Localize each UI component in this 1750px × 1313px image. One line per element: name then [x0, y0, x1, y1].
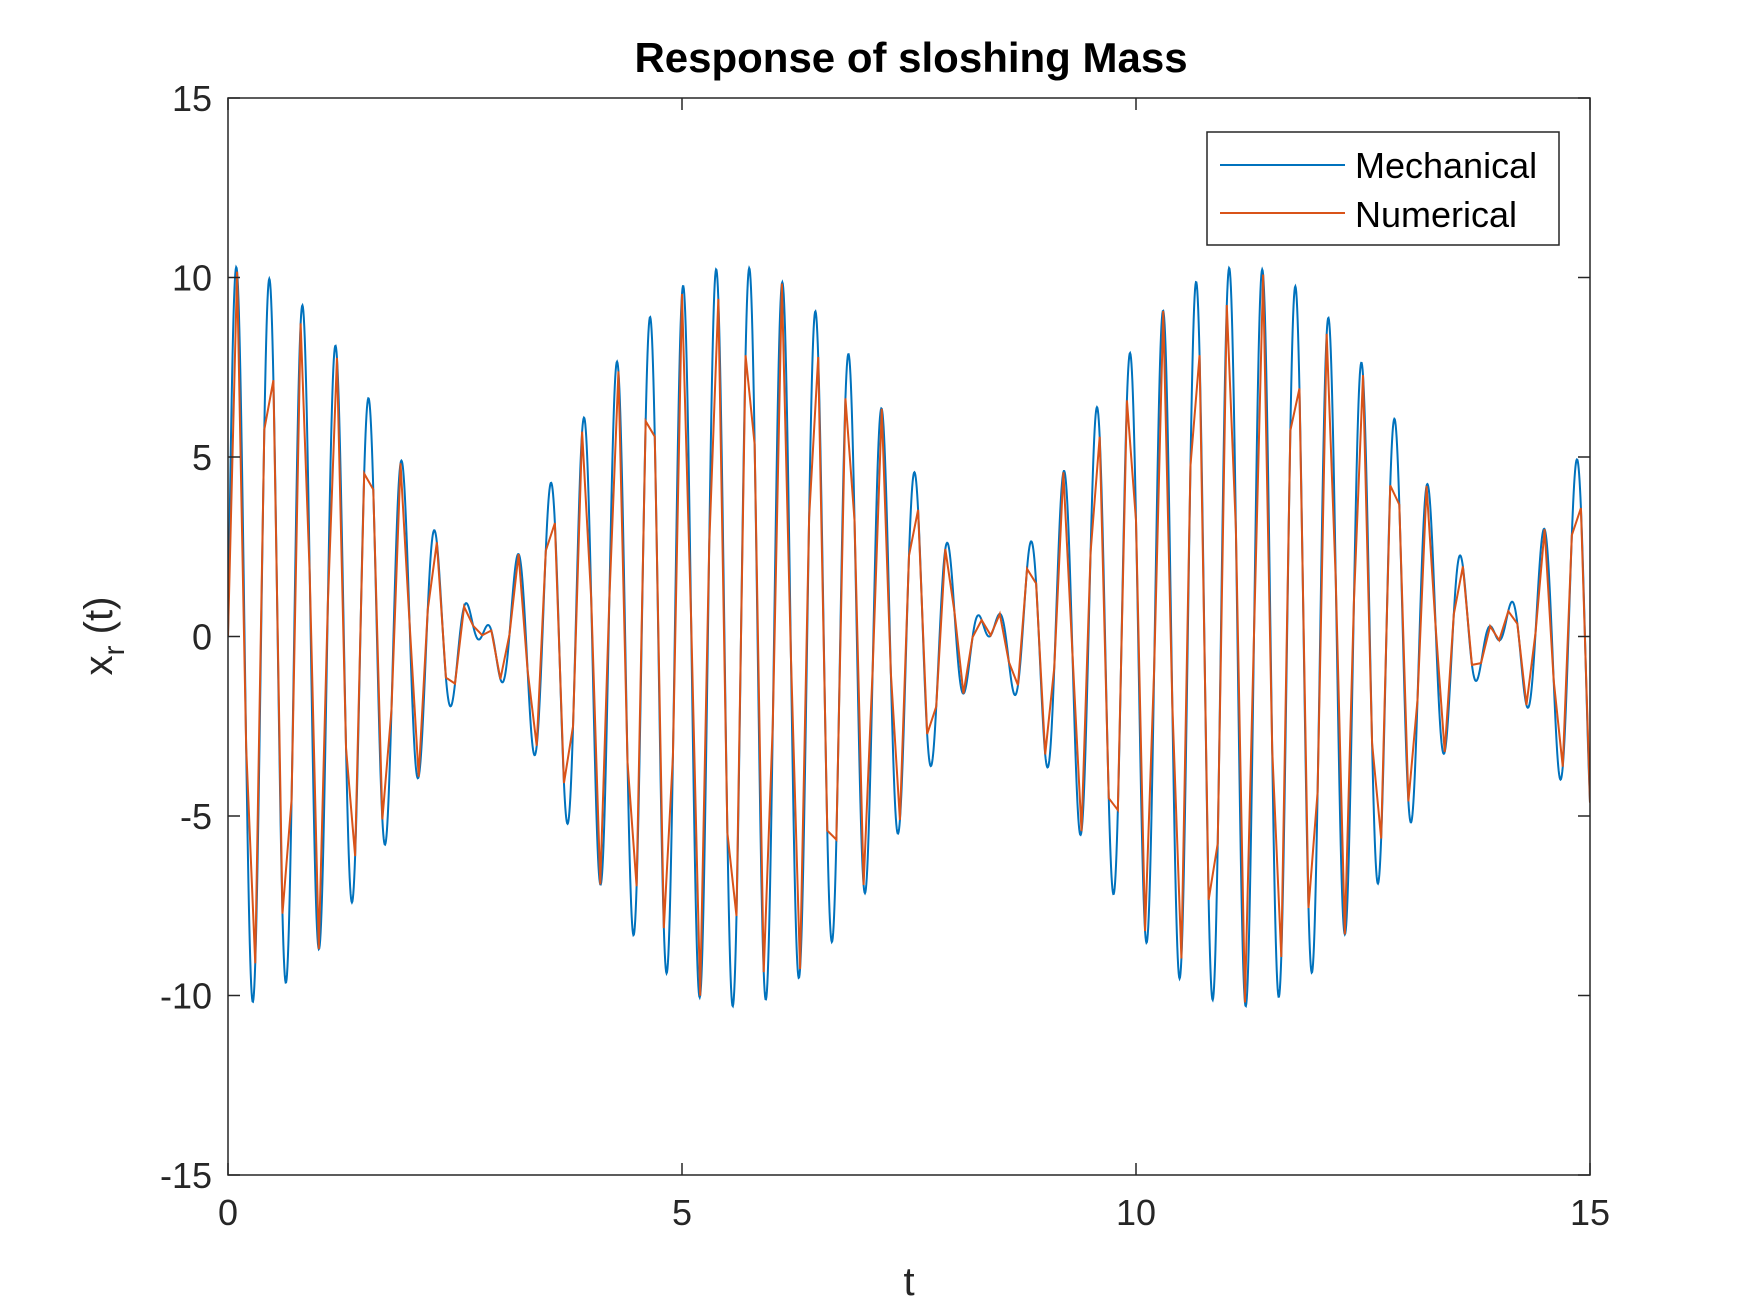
x-tick-label: 15: [1570, 1192, 1610, 1233]
y-tick-label: 0: [192, 617, 212, 658]
y-axis-label-subscript: r: [98, 645, 131, 655]
y-axis-label: xr (t): [77, 597, 131, 676]
x-tick-label: 5: [672, 1192, 692, 1233]
x-tick-label: 0: [218, 1192, 238, 1233]
legend: Mechanical Numerical: [1206, 131, 1560, 246]
y-tick-label: 15: [172, 78, 212, 119]
legend-label-mechanical: Mechanical: [1355, 145, 1537, 186]
chart-title: Response of sloshing Mass: [634, 34, 1187, 81]
x-tick-label: 10: [1116, 1192, 1156, 1233]
y-tick-label: -15: [160, 1155, 212, 1196]
y-tick-label: -10: [160, 976, 212, 1017]
y-axis-label-main: x: [77, 655, 121, 675]
y-axis-ticks: -15 -10 -5 0 5 10 15: [160, 78, 1590, 1196]
series-line-numerical: [228, 271, 1590, 1003]
x-axis-label: t: [903, 1260, 914, 1304]
legend-box: [1206, 131, 1560, 246]
legend-label-numerical: Numerical: [1355, 194, 1517, 235]
y-tick-label: 10: [172, 258, 212, 299]
y-tick-label: 5: [192, 437, 212, 478]
y-axis-label-suffix: (t): [77, 597, 121, 646]
y-tick-label: -5: [180, 796, 212, 837]
x-axis-ticks: 0 5 10 15: [218, 98, 1610, 1233]
